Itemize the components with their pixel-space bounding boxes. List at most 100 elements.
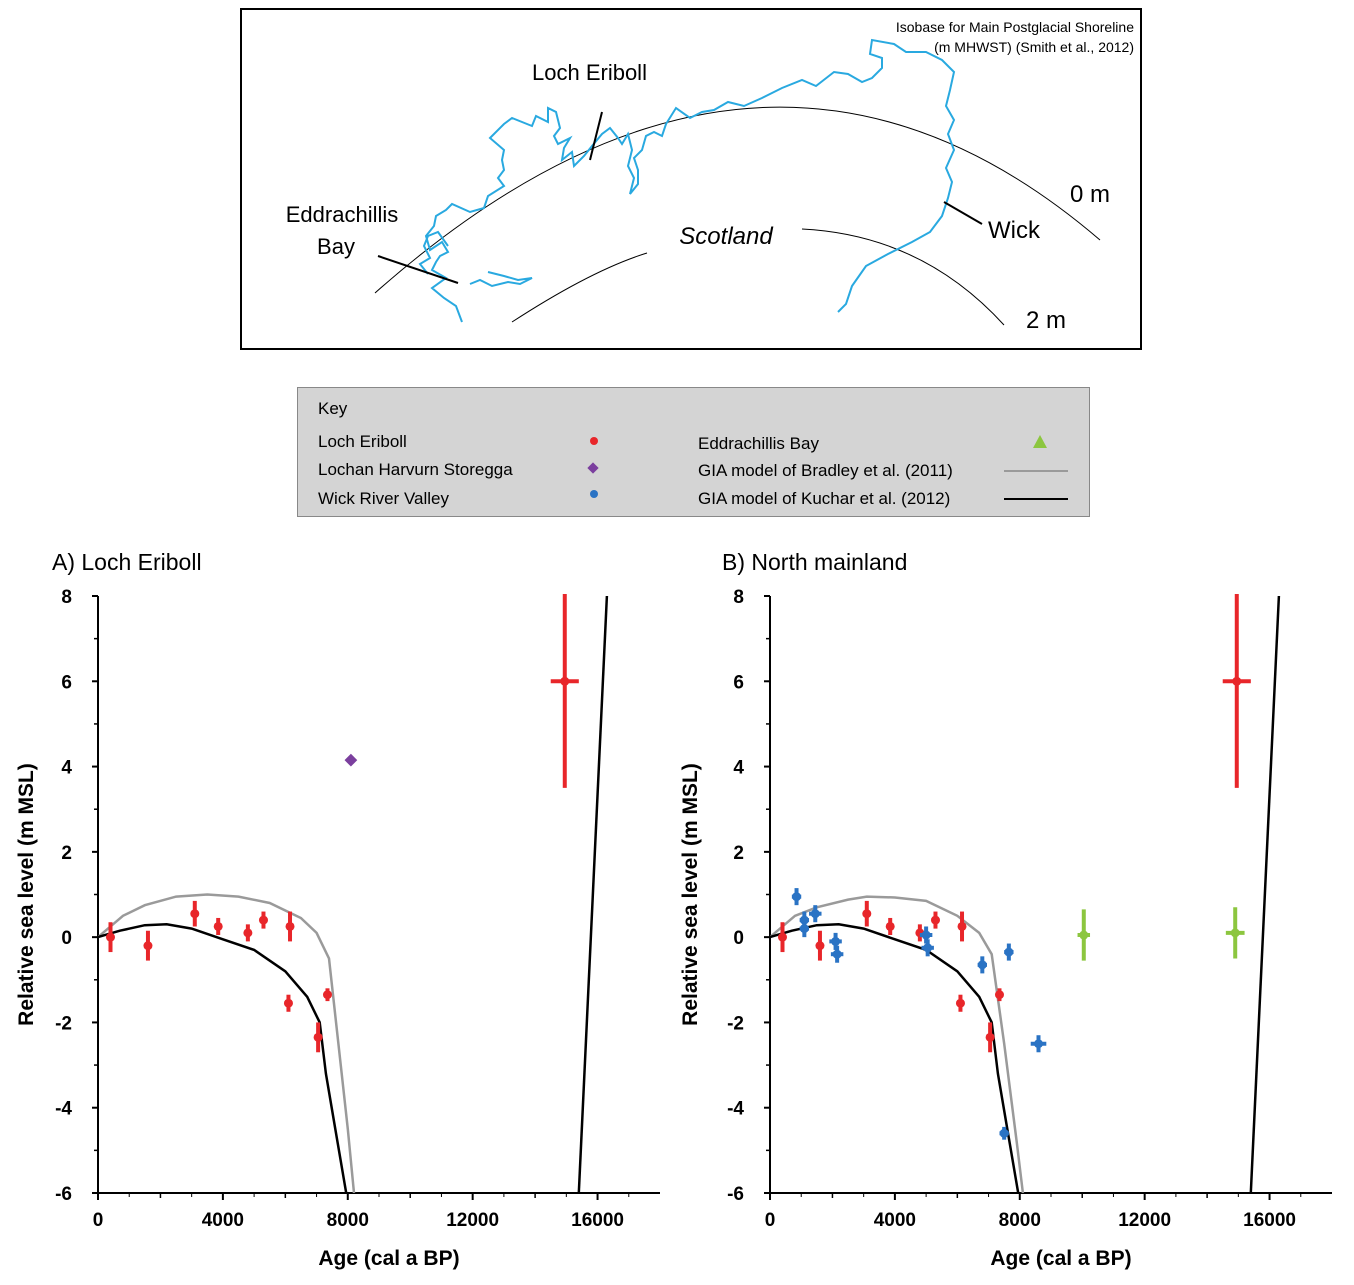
chart-b-wick-river-valley-point: [1034, 1039, 1044, 1049]
isobase-2m-line-west: [511, 252, 648, 323]
isobase-title-line1: Isobase for Main Postglacial Shoreline: [896, 19, 1134, 35]
chart-b-loch-eriboll-point: [985, 1032, 995, 1042]
chart-a-y-tick-label: 4: [61, 758, 72, 779]
chart-b-north-mainland: B) North mainland 8 6 4 2 0 -2 -4 -6 0 4000 8000 120…: [679, 549, 1332, 1270]
chart-b-y-tick-label: -2: [727, 1013, 744, 1034]
chart-b-eddrachillis-bay-point: [1230, 928, 1240, 938]
legend-key: Key Loch Eriboll Lochan Harvurn Storegga…: [297, 387, 1090, 517]
chart-b-loch-eriboll-point: [885, 921, 895, 931]
chart-a-loch-eriboll-point: [190, 909, 200, 919]
chart-b-wick-river-valley-point: [799, 924, 809, 934]
isobase-0m-label: 0 m: [1070, 181, 1110, 208]
map-canvas: Isobase for Main Postglacial Shoreline (…: [286, 19, 1134, 334]
legend-label-eddrachillis: Eddrachillis Bay: [698, 434, 819, 453]
chart-b-wick-river-valley-point: [832, 949, 842, 959]
legend-label-kuchar: GIA model of Kuchar et al. (2012): [698, 489, 950, 508]
chart-a-loch-eriboll-point: [285, 921, 295, 931]
chart-a-loch-eriboll-point: [258, 915, 268, 925]
legend-triangle-green: [1033, 435, 1047, 448]
isobase-title-line2: (m MHWST) (Smith et al., 2012): [934, 39, 1134, 55]
chart-a-y-tick-label: 2: [61, 843, 72, 864]
chart-b-x-tick-label: 8000: [999, 1210, 1041, 1231]
chart-a-y-tick-label: -2: [55, 1013, 72, 1034]
legend-label-wick-river: Wick River Valley: [318, 489, 449, 508]
chart-a-line-gia-model-of-kuchar-et-al-2012-late: [577, 595, 609, 1193]
chart-b-wick-river-valley-point: [921, 930, 931, 940]
chart-a-x-tick-label: 8000: [327, 1210, 369, 1231]
chart-b-y-tick-label: 6: [733, 672, 744, 693]
legend-label-lochan-harvurn: Lochan Harvurn Storegga: [318, 460, 513, 479]
chart-a-plot-area: [98, 594, 609, 1193]
isobase-2m-label: 2 m: [1026, 307, 1066, 334]
legend-diamond-purple: [587, 462, 599, 474]
charts-canvas: A) Loch Eriboll 8 6 4 2 0 -2 -4 -6 0 4000 8000 12000…: [15, 549, 1332, 1270]
chart-a-loch-eriboll-point: [105, 932, 115, 942]
chart-a-y-tick-label: 0: [61, 928, 72, 949]
chart-b-loch-eriboll-point: [815, 941, 825, 951]
loch-eriboll-label: Loch Eriboll: [532, 60, 647, 85]
chart-a-x-tick-label: 16000: [571, 1210, 624, 1231]
coastline: [418, 38, 956, 323]
chart-b-y-tick-label: -4: [727, 1099, 744, 1120]
chart-a-loch-eriboll-point: [283, 998, 293, 1008]
chart-a-y-tick-label: -4: [55, 1099, 72, 1120]
legend-canvas: Key Loch Eriboll Lochan Harvurn Storegga…: [318, 399, 1068, 508]
isobase-2m-line-east: [801, 228, 1005, 326]
loch-eriboll-leader: [589, 111, 603, 161]
legend-label-loch-eriboll: Loch Eriboll: [318, 432, 407, 451]
chart-b-y-tick-label: 2: [733, 843, 744, 864]
chart-b-plot-area: [770, 594, 1281, 1193]
chart-b-eddrachillis-bay-point: [1079, 930, 1089, 940]
eddrachillis-label-line2: Bay: [317, 234, 355, 259]
chart-b-y-tick-label: 4: [733, 758, 744, 779]
wick-label: Wick: [988, 217, 1041, 244]
chart-b-y-axis-label: Relative sea level (m MSL): [679, 763, 702, 1026]
chart-a-lochan-harvurn-storegga-point: [344, 753, 358, 767]
chart-b-loch-eriboll-point: [994, 990, 1004, 1000]
legend-dot-blue: [590, 490, 598, 498]
chart-b-y-tick-label: 8: [733, 587, 744, 608]
legend-label-bradley: GIA model of Bradley et al. (2011): [698, 461, 953, 480]
chart-b-x-tick-label: 0: [765, 1210, 776, 1231]
chart-b-wick-river-valley-point: [923, 943, 933, 953]
chart-b-loch-eriboll-point: [957, 921, 967, 931]
chart-b-loch-eriboll-point: [777, 932, 787, 942]
chart-a-y-tick-label: 6: [61, 672, 72, 693]
chart-b-x-axis-label: Age (cal a BP): [990, 1247, 1131, 1270]
chart-b-wick-river-valley-point: [799, 915, 809, 925]
chart-b-y-tick-label: -6: [727, 1184, 744, 1205]
chart-a-loch-eriboll-point: [313, 1032, 323, 1042]
chart-a-x-axis-label: Age (cal a BP): [318, 1247, 459, 1270]
chart-b-title: B) North mainland: [722, 549, 907, 575]
chart-b-x-tick-label: 16000: [1243, 1210, 1296, 1231]
chart-a-loch-eriboll-point: [143, 941, 153, 951]
chart-a-loch-eriboll-point: [243, 928, 253, 938]
chart-b-wick-river-valley-point: [999, 1128, 1009, 1138]
chart-b-wick-river-valley-point: [810, 909, 820, 919]
chart-a-loch-eriboll-point: [213, 921, 223, 931]
chart-a-loch-eriboll-point: [560, 676, 570, 686]
chart-a-x-tick-label: 4000: [202, 1210, 244, 1231]
chart-b-loch-eriboll-point: [1232, 676, 1242, 686]
chart-b-x-tick-label: 4000: [874, 1210, 916, 1231]
legend-title: Key: [318, 399, 348, 418]
chart-b-loch-eriboll-point: [955, 998, 965, 1008]
chart-b-x-tick-label: 12000: [1118, 1210, 1171, 1231]
chart-b-wick-river-valley-point: [792, 892, 802, 902]
chart-b-loch-eriboll-point: [862, 909, 872, 919]
scotland-label: Scotland: [679, 223, 773, 250]
chart-a-loch-eriboll-point: [322, 990, 332, 1000]
chart-a-y-axis-label: Relative sea level (m MSL): [15, 763, 38, 1026]
chart-a-y-tick-label: 8: [61, 587, 72, 608]
legend-dot-red: [590, 437, 598, 445]
eddrachillis-label-line1: Eddrachillis: [286, 202, 399, 227]
chart-b-wick-river-valley-point: [977, 960, 987, 970]
chart-b-line-gia-model-of-kuchar-et-al-2012-late: [1249, 595, 1281, 1193]
chart-a-title: A) Loch Eriboll: [52, 549, 202, 575]
chart-a-loch-eriboll: A) Loch Eriboll 8 6 4 2 0 -2 -4 -6 0 4000 8000 12000…: [15, 549, 660, 1270]
chart-a-y-tick-label: -6: [55, 1184, 72, 1205]
chart-a-line-gia-model-of-kuchar-et-al-2012: [98, 923, 348, 1193]
chart-b-wick-river-valley-point: [1004, 947, 1014, 957]
chart-a-line-gia-model-of-bradley-et-al-2011: [98, 893, 356, 1193]
chart-b-loch-eriboll-point: [930, 915, 940, 925]
